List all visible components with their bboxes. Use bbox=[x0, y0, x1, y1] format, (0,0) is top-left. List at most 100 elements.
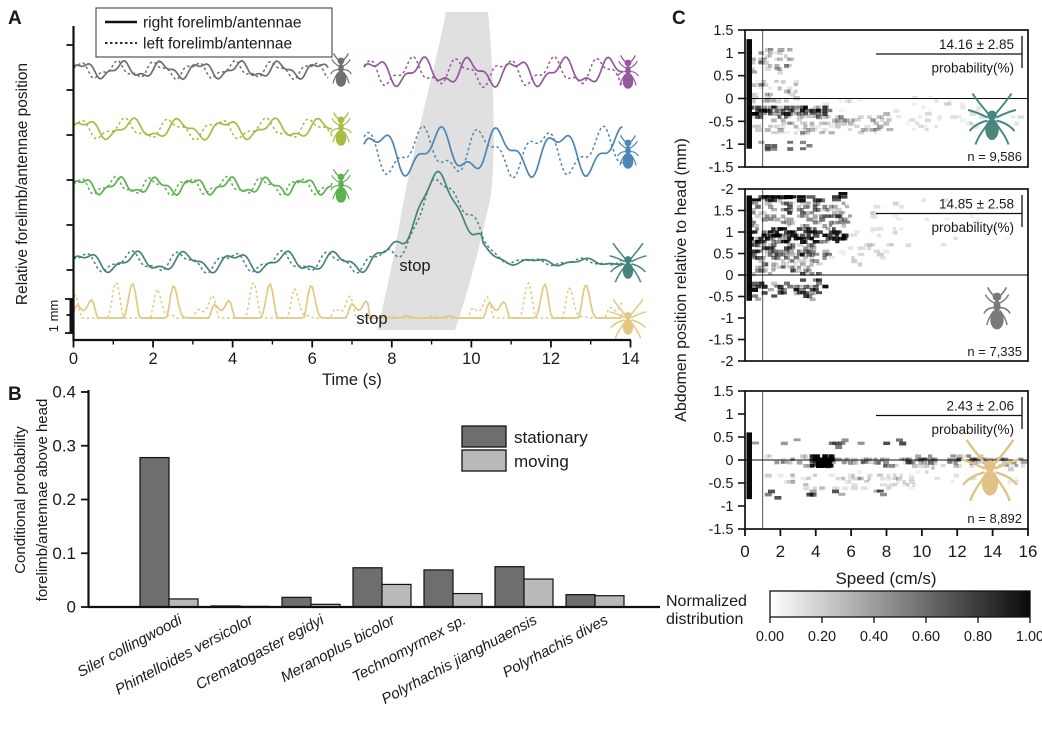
heat-cell bbox=[851, 483, 858, 487]
heat-cell bbox=[976, 457, 981, 462]
heat-cell bbox=[812, 220, 820, 224]
heat-cell bbox=[1020, 464, 1026, 468]
heat-cell bbox=[803, 246, 809, 251]
heat-cell bbox=[969, 121, 974, 126]
heat-cell bbox=[972, 457, 979, 461]
heat-cell bbox=[953, 457, 958, 462]
heat-cell bbox=[755, 112, 763, 116]
heat-cell bbox=[752, 57, 756, 61]
heat-cell bbox=[825, 121, 831, 126]
heat-cell bbox=[800, 112, 805, 116]
c-x-axis-title: Speed (cm/s) bbox=[835, 569, 936, 588]
heat-cell bbox=[832, 460, 836, 464]
heat-cell bbox=[752, 441, 759, 445]
heat-cell bbox=[828, 473, 835, 477]
heat-cell bbox=[816, 460, 821, 464]
c-y-tick-label: -2 bbox=[721, 182, 734, 198]
heat-cell bbox=[816, 115, 820, 119]
ant-icon-ant-green bbox=[330, 169, 352, 203]
heat-cell bbox=[982, 457, 990, 461]
heat-cell bbox=[828, 457, 835, 461]
heat-cell bbox=[787, 204, 793, 209]
heat-cell bbox=[809, 457, 814, 462]
heat-cell bbox=[844, 457, 849, 461]
heat-cell bbox=[905, 457, 910, 461]
a-scale-bar-label: 1 mm bbox=[46, 300, 61, 333]
heat-cell bbox=[796, 198, 806, 203]
heat-cell bbox=[979, 454, 984, 459]
heat-cell bbox=[809, 464, 815, 468]
heat-cell bbox=[806, 294, 813, 299]
heat-cell bbox=[809, 128, 816, 133]
heat-cell bbox=[832, 198, 841, 202]
heat-cell bbox=[825, 454, 831, 459]
heat-cell bbox=[924, 128, 929, 132]
c-panel2-stats: 14.85 ± 2.58 probability(%) n = 7,335 bbox=[876, 195, 1023, 359]
heat-cell bbox=[793, 108, 801, 113]
heat-cell bbox=[764, 105, 771, 110]
a-x-axis-tick-labels: 0 2 4 6 8 10 12 14 bbox=[69, 340, 640, 368]
heat-cell bbox=[819, 108, 824, 113]
a-x-tick-label: 0 bbox=[69, 350, 78, 368]
heat-cell bbox=[844, 118, 850, 123]
heat-cell bbox=[1014, 476, 1019, 481]
heat-cell bbox=[864, 480, 870, 483]
heat-cell bbox=[812, 457, 817, 462]
heat-cell bbox=[886, 115, 893, 119]
heat-cell bbox=[809, 272, 815, 276]
heat-cell bbox=[828, 464, 834, 468]
heat-cell bbox=[816, 112, 822, 116]
heat-cell bbox=[784, 105, 790, 110]
heat-cell bbox=[761, 233, 766, 237]
heat-cell bbox=[822, 208, 827, 212]
heat-cell bbox=[768, 252, 773, 257]
heat-cell bbox=[755, 268, 762, 273]
heat-cell bbox=[768, 233, 773, 238]
heat-cell bbox=[812, 115, 819, 118]
heat-cell bbox=[899, 227, 904, 231]
heat-cell bbox=[780, 124, 785, 129]
heat-cell bbox=[832, 486, 837, 491]
heat-cell bbox=[755, 284, 762, 288]
heat-cell bbox=[966, 121, 972, 126]
heat-cell bbox=[803, 476, 808, 481]
heat-cell bbox=[780, 259, 785, 263]
heat-cell bbox=[752, 220, 757, 225]
colorbar-tick-label: 0.20 bbox=[808, 629, 836, 645]
heat-cell bbox=[908, 480, 915, 484]
c-y-tick-label: 0 bbox=[725, 268, 733, 284]
heat-cell bbox=[768, 105, 775, 109]
heat-cell bbox=[857, 115, 864, 119]
n-count: n = 8,892 bbox=[967, 511, 1022, 526]
heat-cell bbox=[764, 233, 770, 238]
trace-left-ant-green bbox=[73, 175, 333, 197]
heat-cell bbox=[1001, 460, 1008, 465]
heat-cell bbox=[768, 51, 772, 54]
heat-cell bbox=[774, 80, 779, 83]
heat-cell bbox=[812, 214, 818, 219]
heat-cell bbox=[905, 460, 913, 464]
heat-cell bbox=[921, 124, 928, 129]
heat-cell bbox=[809, 246, 814, 250]
heat-cell bbox=[937, 118, 942, 122]
heat-cell bbox=[761, 284, 768, 288]
heat-cell bbox=[905, 121, 910, 126]
heat-cell bbox=[800, 240, 807, 244]
heat-cell bbox=[796, 259, 804, 263]
heat-cell bbox=[812, 217, 818, 222]
heat-cell bbox=[761, 217, 768, 222]
heat-cell bbox=[892, 230, 898, 235]
heat-cell bbox=[774, 112, 781, 116]
heat-cell bbox=[755, 80, 762, 84]
abdomen bbox=[622, 153, 634, 169]
heat-cell bbox=[956, 454, 963, 458]
heat-cell bbox=[822, 457, 826, 462]
heat-cell bbox=[787, 460, 792, 465]
heat-cell bbox=[864, 128, 871, 132]
heat-cell bbox=[758, 115, 764, 119]
heat-cell bbox=[812, 240, 820, 244]
heat-cell bbox=[988, 457, 994, 462]
heat-cell bbox=[876, 124, 883, 129]
heat-cell bbox=[755, 227, 759, 231]
heat-cell bbox=[947, 460, 952, 464]
